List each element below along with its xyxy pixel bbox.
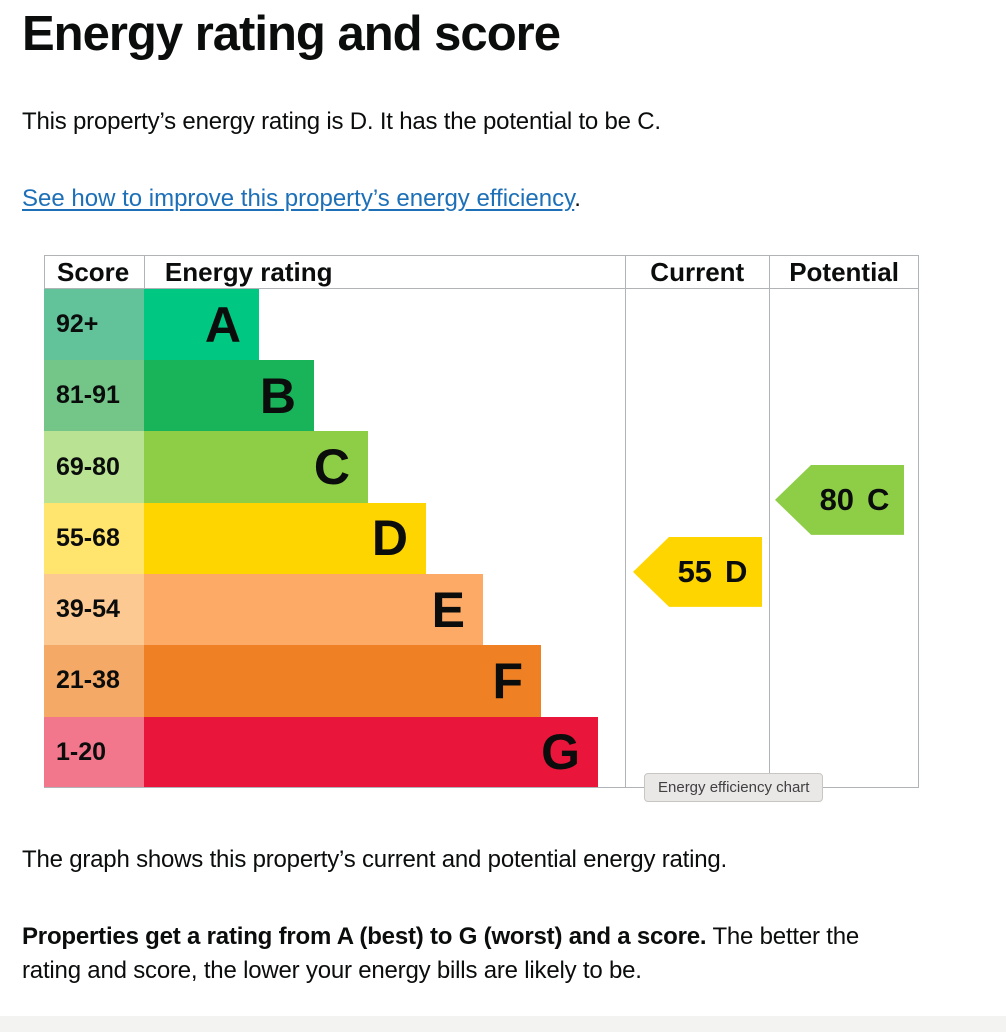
band-letter: F [492, 652, 523, 709]
band-row: 55-68 D [44, 502, 919, 575]
footer-strip [0, 1016, 1006, 1032]
improve-link-line: See how to improve this property’s energ… [22, 185, 984, 213]
potential-column-divider [769, 255, 770, 788]
band-letter: D [371, 510, 408, 567]
band-bar: D [144, 502, 426, 575]
energy-efficiency-chart: Score Energy rating Current Potential 92… [44, 254, 919, 802]
band-row: 39-54 E [44, 574, 919, 646]
column-header-score: Score [57, 256, 130, 287]
band-letter: C [313, 439, 350, 496]
band-bar: C [144, 431, 368, 503]
column-header-energy-rating: Energy rating [164, 256, 333, 287]
band-row: 81-91 B [44, 360, 919, 432]
band-score-range: 55-68 [44, 502, 144, 575]
band-track: E [144, 574, 625, 646]
band-score-range: 69-80 [44, 431, 144, 503]
band-letter: B [259, 367, 296, 424]
band-letter: E [431, 581, 465, 638]
band-letter: G [541, 724, 580, 781]
potential-rating-grade: C [867, 481, 890, 517]
rating-explanation-rest: The better the rating and score, the low… [22, 922, 860, 984]
band-track: G [144, 716, 625, 788]
potential-rating-score: 80 [819, 481, 855, 517]
band-score-range: 39-54 [44, 574, 144, 646]
link-suffix: . [574, 184, 581, 212]
column-header-current: Current [650, 256, 745, 287]
band-bar: B [144, 360, 314, 432]
page-title: Energy rating and score [22, 7, 561, 61]
band-track: D [144, 502, 625, 575]
chart-bottom-border [44, 786, 919, 788]
main-content: Energy rating and score This property’s … [0, 7, 1006, 988]
band-bar: E [144, 574, 483, 646]
current-column-divider [625, 255, 626, 788]
current-rating-grade: D [725, 553, 748, 589]
band-track: F [144, 645, 625, 717]
band-score-range: 92+ [44, 288, 144, 361]
chart-body: 92+ A 81-91 B 69-80 C 55-68 D [44, 288, 919, 788]
improve-efficiency-link[interactable]: See how to improve this property’s energ… [22, 184, 575, 212]
band-row: 92+ A [44, 288, 919, 361]
band-track: B [144, 360, 625, 432]
band-row: 21-38 F [44, 645, 919, 717]
band-track: C [144, 431, 625, 503]
rating-explanation: Properties get a rating from A (best) to… [22, 920, 922, 988]
band-letter: A [204, 296, 241, 353]
band-bar: F [144, 645, 541, 717]
chart-tooltip: Energy efficiency chart [644, 772, 824, 802]
energy-rating-summary: This property’s energy rating is D. It h… [22, 107, 661, 135]
rating-explanation-bold: Properties get a rating from A (best) to… [22, 922, 707, 950]
current-rating-score: 55 [677, 553, 713, 589]
band-score-range: 1-20 [44, 716, 144, 788]
band-row: 1-20 G [44, 716, 919, 788]
band-bar: A [144, 288, 259, 361]
score-column-divider [144, 255, 145, 289]
band-track: A [144, 288, 625, 361]
band-bar: G [144, 716, 598, 788]
band-score-range: 21-38 [44, 645, 144, 717]
graph-caption: The graph shows this property’s current … [22, 845, 728, 873]
band-score-range: 81-91 [44, 360, 144, 432]
band-row: 69-80 C [44, 431, 919, 503]
column-header-potential: Potential [789, 256, 899, 287]
chart-right-border [918, 255, 919, 788]
chart-header-row: Score Energy rating Current Potential [44, 255, 919, 289]
